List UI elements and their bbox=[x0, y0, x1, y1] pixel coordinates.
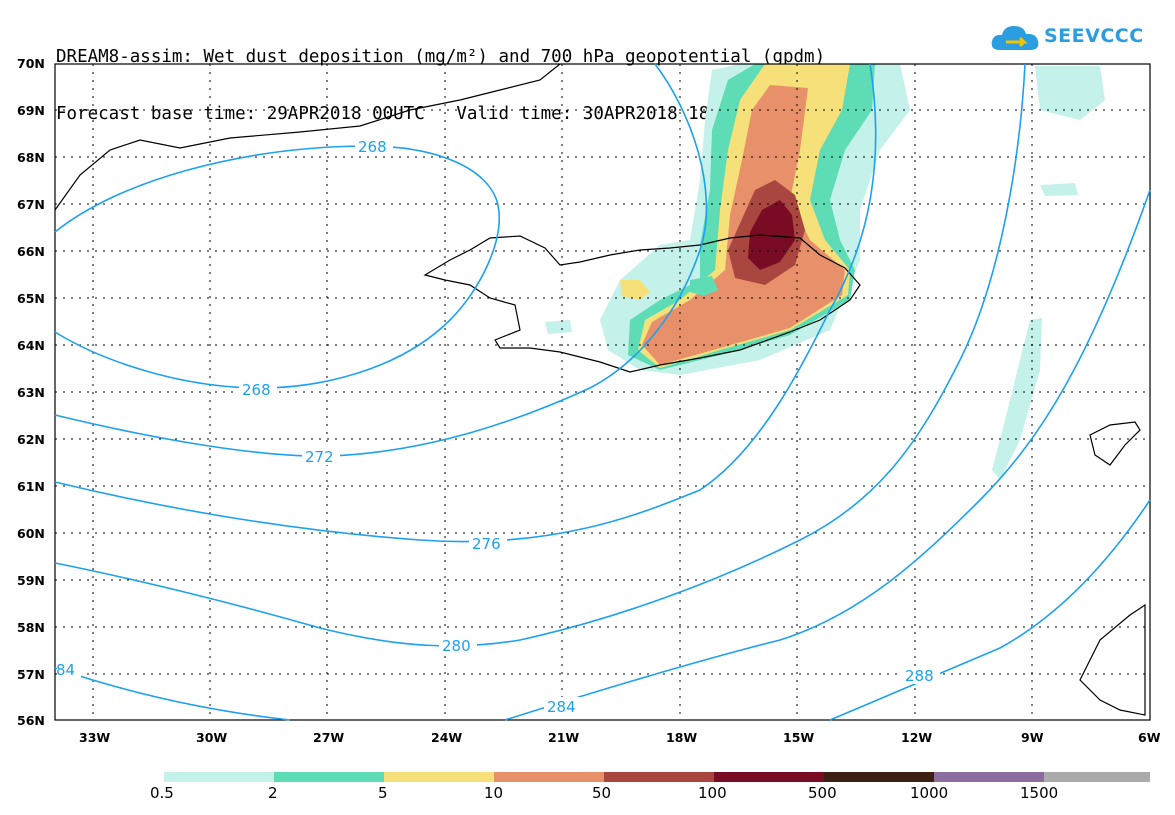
dust-deposition-field bbox=[545, 64, 1105, 480]
lat-label: 60N bbox=[17, 526, 45, 541]
lon-label: 30W bbox=[196, 730, 228, 745]
chart-title: DREAM8-assim: Wet dust deposition (mg/m²… bbox=[56, 47, 826, 67]
contour-label: 288 bbox=[905, 667, 934, 685]
colorbar-label: 10 bbox=[484, 784, 504, 802]
lat-label: 57N bbox=[17, 667, 45, 682]
colorbar-label: 0.5 bbox=[150, 784, 174, 802]
lon-label: 9W bbox=[1021, 730, 1044, 745]
colorbar-swatch bbox=[384, 772, 494, 782]
cloud-icon bbox=[991, 26, 1039, 50]
lat-label: 67N bbox=[17, 197, 45, 212]
lon-label: 24W bbox=[431, 730, 463, 745]
colorbar-swatch bbox=[274, 772, 384, 782]
lon-label: 18W bbox=[666, 730, 698, 745]
coastlines bbox=[54, 63, 1146, 716]
colorbar-label: 100 bbox=[698, 784, 727, 802]
lon-label: 33W bbox=[79, 730, 111, 745]
contour-label: 284 bbox=[547, 698, 576, 716]
lat-label: 63N bbox=[17, 385, 45, 400]
colorbar-swatch bbox=[494, 772, 604, 782]
lat-label: 70N bbox=[17, 56, 45, 71]
lat-label: 59N bbox=[17, 573, 45, 588]
seevccc-logo: SEEVCCC bbox=[990, 22, 1150, 54]
colorbar-swatch bbox=[714, 772, 824, 782]
lat-label: 65N bbox=[17, 291, 45, 306]
lon-label: 6W bbox=[1138, 730, 1161, 745]
colorbar-label: 500 bbox=[808, 784, 837, 802]
colorbar bbox=[164, 772, 1150, 782]
lat-label: 56N bbox=[17, 713, 45, 728]
contour-label: 272 bbox=[305, 448, 334, 466]
colorbar-swatch bbox=[604, 772, 714, 782]
colorbar-swatch bbox=[164, 772, 274, 782]
colorbar-label: 5 bbox=[378, 784, 388, 802]
lon-label: 27W bbox=[313, 730, 345, 745]
colorbar-label: 50 bbox=[592, 784, 612, 802]
contour-label: 276 bbox=[472, 535, 501, 553]
contour-label: 84 bbox=[56, 661, 75, 679]
geopotential-contours bbox=[54, 63, 1151, 721]
colorbar-label: 1500 bbox=[1020, 784, 1059, 802]
lon-label: 21W bbox=[548, 730, 580, 745]
lat-label: 68N bbox=[17, 150, 45, 165]
colorbar-label: 2 bbox=[268, 784, 278, 802]
lat-label: 64N bbox=[17, 338, 45, 353]
lon-label: 15W bbox=[783, 730, 815, 745]
lat-label: 69N bbox=[17, 103, 45, 118]
colorbar-swatch bbox=[1044, 772, 1150, 782]
colorbar-label: 1000 bbox=[910, 784, 949, 802]
contour-label: 268 bbox=[242, 381, 271, 399]
lon-label: 12W bbox=[901, 730, 933, 745]
contour-label: 268 bbox=[358, 138, 387, 156]
lat-label: 61N bbox=[17, 479, 45, 494]
logo-text: SEEVCCC bbox=[1044, 25, 1144, 47]
colorbar-swatch bbox=[824, 772, 934, 782]
lat-label: 62N bbox=[17, 432, 45, 447]
contour-label: 280 bbox=[442, 637, 471, 655]
lat-label: 66N bbox=[17, 244, 45, 259]
colorbar-swatch bbox=[934, 772, 1044, 782]
lat-label: 58N bbox=[17, 620, 45, 635]
contour-labels: 268 268 272 276 280 284 288 84 bbox=[56, 137, 940, 716]
